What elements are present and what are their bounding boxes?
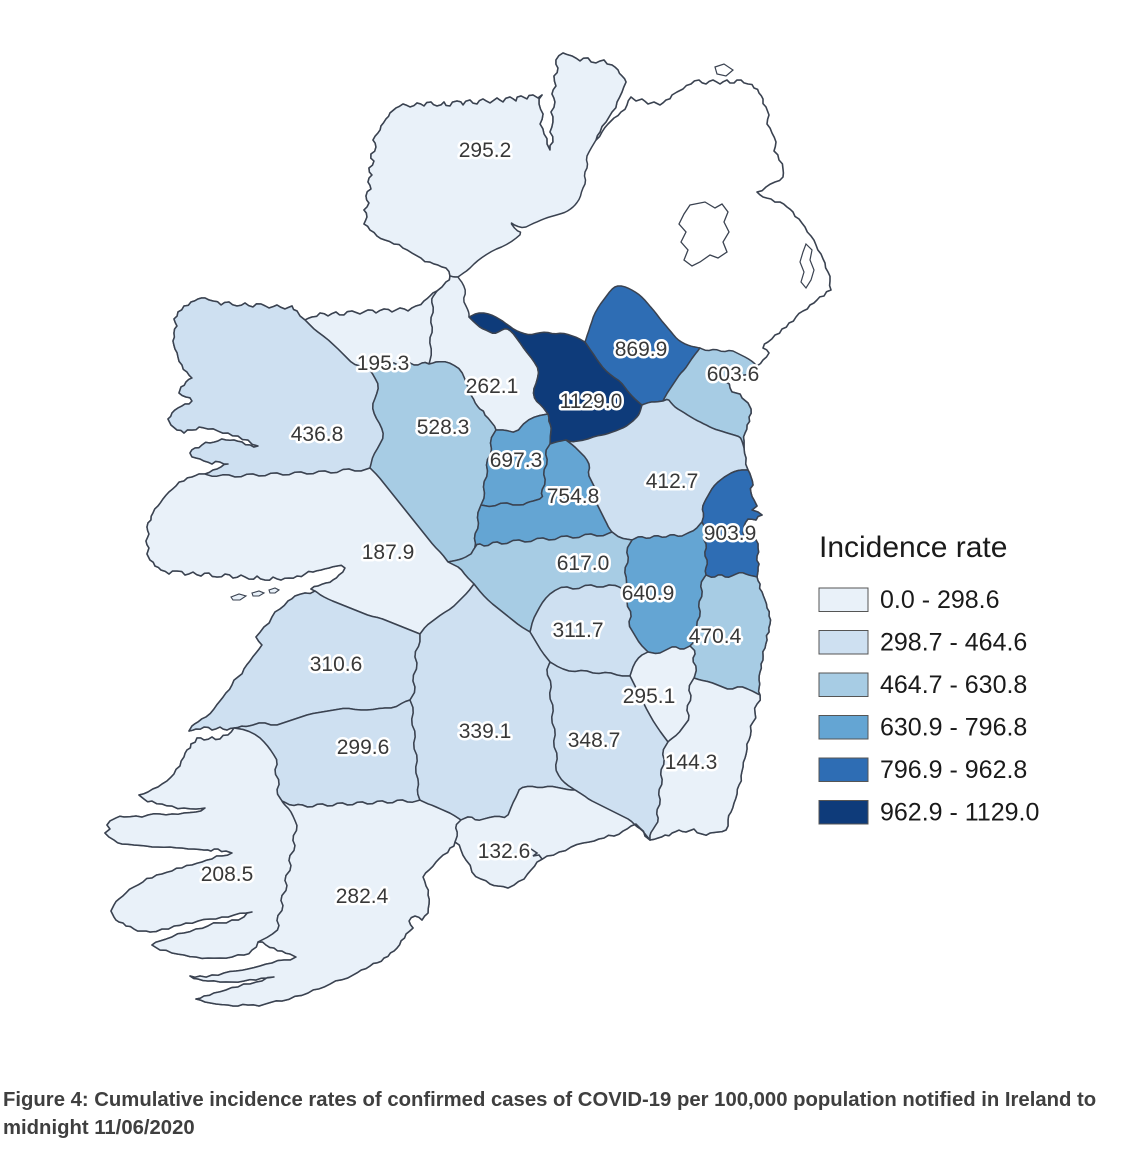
svg-text:796.9 - 962.8: 796.9 - 962.8: [880, 756, 1027, 784]
svg-text:282.4: 282.4: [336, 885, 389, 908]
svg-text:144.3: 144.3: [665, 751, 718, 774]
svg-text:339.1: 339.1: [459, 720, 512, 743]
svg-text:436.8: 436.8: [291, 423, 344, 446]
svg-text:262.1: 262.1: [466, 375, 519, 398]
svg-text:295.1: 295.1: [623, 685, 676, 708]
svg-text:528.3: 528.3: [417, 416, 470, 439]
svg-text:295.2: 295.2: [459, 139, 512, 162]
svg-text:640.9: 640.9: [622, 582, 675, 605]
svg-text:869.9: 869.9: [615, 338, 668, 361]
svg-text:298.7 - 464.6: 298.7 - 464.6: [880, 629, 1027, 657]
svg-text:697.3: 697.3: [490, 449, 543, 472]
svg-text:1129.0: 1129.0: [560, 390, 623, 413]
svg-text:962.9 - 1129.0: 962.9 - 1129.0: [880, 799, 1039, 827]
svg-text:470.4: 470.4: [689, 625, 742, 648]
svg-text:310.6: 310.6: [310, 653, 363, 676]
svg-text:311.7: 311.7: [553, 619, 604, 642]
svg-text:195.3: 195.3: [357, 352, 410, 375]
svg-text:187.9: 187.9: [362, 541, 415, 564]
svg-text:208.5: 208.5: [201, 863, 254, 886]
svg-text:630.9 - 796.8: 630.9 - 796.8: [880, 714, 1027, 742]
svg-text:617.0: 617.0: [557, 552, 610, 575]
svg-text:348.7: 348.7: [568, 729, 621, 752]
svg-text:903.9: 903.9: [704, 522, 757, 545]
svg-text:754.8: 754.8: [547, 485, 600, 508]
svg-text:299.6: 299.6: [337, 736, 390, 759]
svg-text:Incidence rate: Incidence rate: [819, 531, 1007, 564]
svg-text:132.6: 132.6: [478, 840, 531, 863]
svg-text:464.7 - 630.8: 464.7 - 630.8: [880, 671, 1027, 699]
svg-text:412.7: 412.7: [646, 470, 699, 493]
svg-text:0.0 - 298.6: 0.0 - 298.6: [880, 586, 1000, 614]
svg-text:603.6: 603.6: [707, 363, 760, 386]
